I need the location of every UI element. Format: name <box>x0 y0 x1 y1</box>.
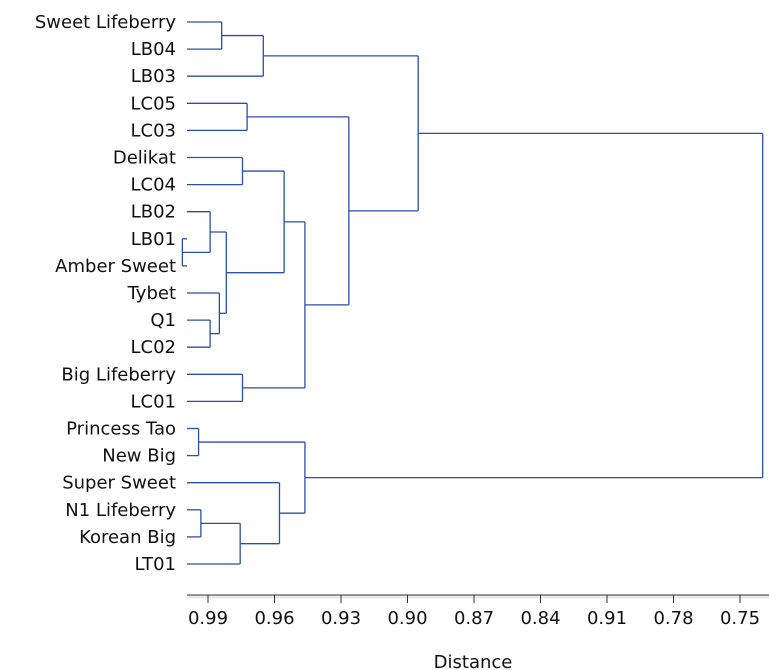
leaf-label: LC02 <box>130 337 176 358</box>
leaf-label: LC05 <box>130 93 176 114</box>
leaf-label: Q1 <box>150 310 176 331</box>
leaf-label: LB04 <box>131 39 176 60</box>
x-tick-label: 0.75 <box>720 608 760 629</box>
x-tick-label: 0.93 <box>321 608 361 629</box>
x-axis-ticks: 0.99 0.96 0.93 0.90 0.87 0.84 0.91 0.78 0.75 <box>188 595 760 629</box>
leaf-label: Sweet Lifeberry <box>35 12 177 33</box>
leaf-label: LB03 <box>131 66 176 87</box>
x-axis-title: Distance <box>434 652 513 670</box>
leaf-label: LC03 <box>130 120 176 141</box>
x-tick-label: 0.99 <box>188 608 228 629</box>
leaf-label: LC04 <box>130 175 176 196</box>
leaf-label: New Big <box>102 446 176 467</box>
leaf-label: Amber Sweet <box>55 256 176 277</box>
x-tick-label: 0.78 <box>653 608 693 629</box>
x-tick-label: 0.91 <box>587 608 627 629</box>
leaf-label: Big Lifeberry <box>61 364 176 385</box>
x-tick-label: 0.90 <box>387 608 427 629</box>
dendrogram-branches <box>181 21 764 565</box>
x-tick-label: 0.96 <box>254 608 294 629</box>
leaf-label: N1 Lifeberry <box>65 500 176 521</box>
leaf-label: LC01 <box>130 391 176 412</box>
x-tick-label: 0.84 <box>520 608 560 629</box>
x-tick-label: 0.87 <box>454 608 494 629</box>
leaf-label: LB02 <box>131 202 176 223</box>
x-axis <box>187 594 769 599</box>
leaf-label: Super Sweet <box>62 473 176 494</box>
leaf-label: Delikat <box>113 148 176 169</box>
leaf-label: LT01 <box>135 554 176 575</box>
leaf-label: Korean Big <box>79 527 176 548</box>
leaf-label: Princess Tao <box>66 419 176 440</box>
leaf-labels: Sweet Lifeberry LB04 LB03 LC05 LC03 Delikat LC… <box>35 12 177 575</box>
leaf-label: Tybet <box>127 283 176 304</box>
leaf-label: LB01 <box>131 229 176 250</box>
